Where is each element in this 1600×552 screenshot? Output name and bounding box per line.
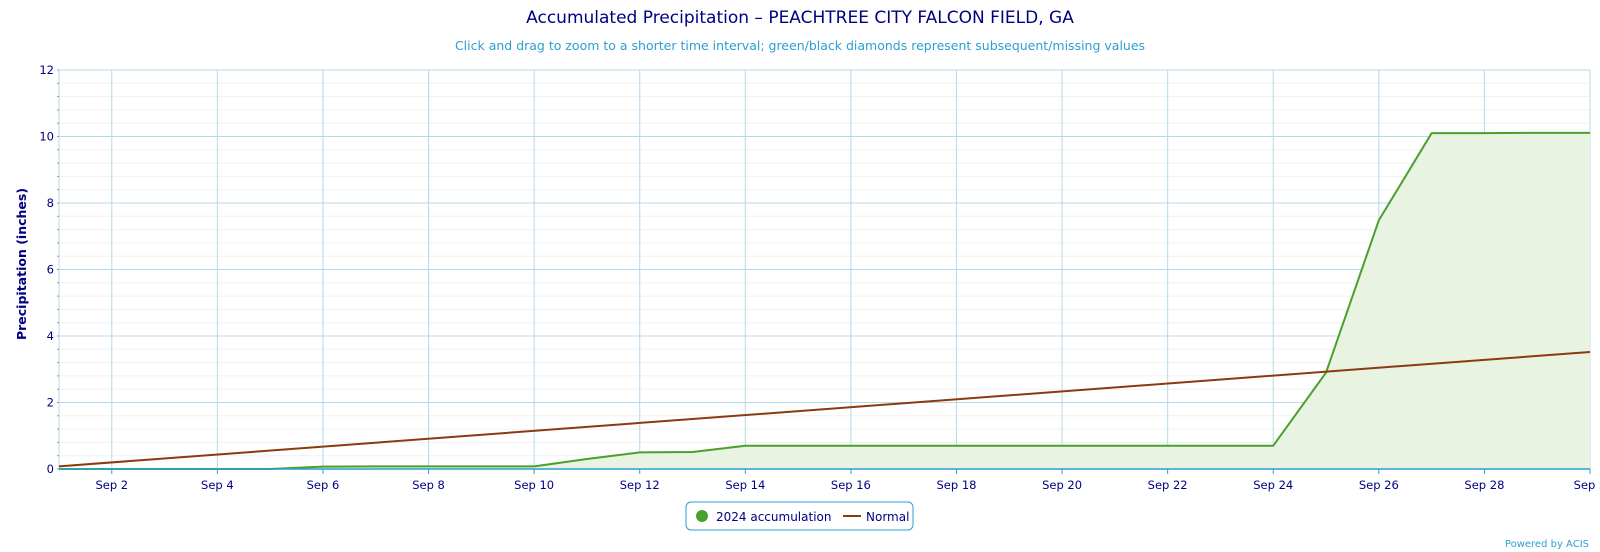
x-tick-label: Sep 14: [725, 478, 765, 492]
series-line-normal[interactable]: [58, 350, 1591, 468]
y-axis-ticks: 0 2 4 6 8 10 12: [39, 63, 54, 476]
y-tick-label: 10: [39, 130, 54, 144]
legend-item-normal[interactable]: Normal: [843, 510, 909, 524]
legend-marker-2024-accumulation: [696, 510, 708, 522]
y-tick-label: 2: [47, 396, 54, 410]
x-tick-label: Sep 18: [936, 478, 976, 492]
series-line-2024-accumulation[interactable]: [59, 131, 1590, 470]
chart-title: Accumulated Precipitation – PEACHTREE CI…: [526, 8, 1074, 28]
x-axis-ticks: Sep 2 Sep 4 Sep 6 Sep 8 Sep 10 Sep 12 Sep 14 Se…: [95, 469, 1600, 492]
y-tick-label: 4: [47, 329, 54, 343]
legend-label-2024-accumulation: 2024 accumulation: [716, 510, 831, 524]
plot-grid: [57, 69, 1591, 470]
chart-legend[interactable]: 2024 accumulation Normal: [685, 501, 914, 531]
x-tick-label: Sep 3: [1574, 478, 1600, 492]
x-tick-label: Sep 22: [1148, 478, 1188, 492]
y-tick-label: 8: [47, 196, 54, 210]
credits-link[interactable]: Powered by ACIS: [1505, 539, 1589, 550]
y-tick-label: 0: [47, 462, 54, 476]
plot-series[interactable]: [58, 131, 1591, 470]
series-area-2024-accumulation: [59, 132, 1590, 469]
x-tick-label: Sep 2: [95, 478, 128, 492]
chart-subtitle: Click and drag to zoom to a shorter time…: [455, 38, 1145, 53]
x-tick-label: Sep 4: [201, 478, 234, 492]
y-tick-label: 12: [39, 63, 54, 77]
legend-label-normal: Normal: [866, 510, 909, 524]
x-tick-label: Sep 12: [620, 478, 660, 492]
x-tick-label: Sep 28: [1464, 478, 1504, 492]
y-tick-label: 6: [47, 263, 54, 277]
x-tick-label: Sep 24: [1253, 478, 1293, 492]
x-tick-label: Sep 8: [412, 478, 445, 492]
x-tick-label: Sep 20: [1042, 478, 1082, 492]
legend-box: [685, 501, 914, 531]
x-tick-label: Sep 26: [1359, 478, 1399, 492]
x-tick-label: Sep 6: [307, 478, 340, 492]
y-axis-label: Precipitation (inches): [14, 188, 29, 340]
x-tick-label: Sep 10: [514, 478, 554, 492]
x-tick-label: Sep 16: [831, 478, 871, 492]
legend-item-2024-accumulation[interactable]: 2024 accumulation: [696, 510, 831, 524]
